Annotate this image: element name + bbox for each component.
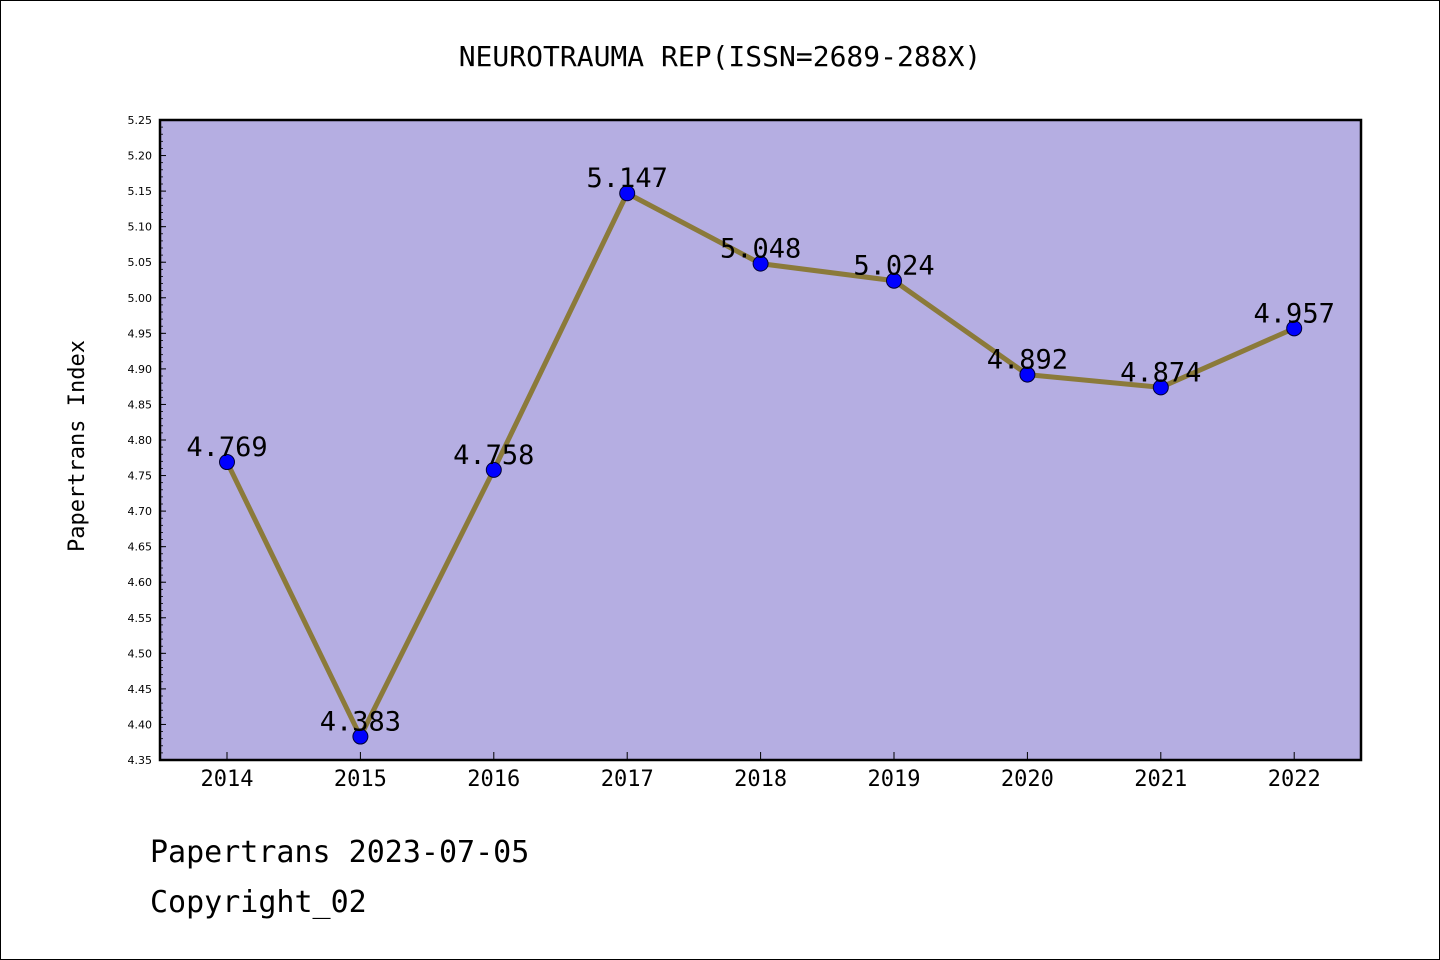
x-tick-label: 2020	[1001, 767, 1054, 792]
y-tick-label: 4.70	[128, 505, 153, 518]
y-tick-label: 4.45	[128, 683, 153, 696]
data-label: 4.874	[1120, 357, 1201, 388]
y-tick-label: 4.85	[128, 398, 153, 411]
y-tick-label: 5.00	[128, 292, 153, 305]
y-tick-label: 4.90	[128, 363, 153, 376]
x-tick-label: 2019	[868, 767, 921, 792]
chart-title: NEUROTRAUMA REP(ISSN=2689-288X)	[459, 40, 982, 73]
x-tick-label: 2018	[734, 767, 787, 792]
y-tick-label: 4.95	[128, 327, 153, 340]
y-tick-label: 4.65	[128, 541, 153, 554]
data-label: 4.892	[987, 345, 1068, 376]
y-tick-label: 5.10	[128, 221, 153, 234]
y-tick-label: 5.05	[128, 256, 153, 269]
x-tick-label: 2014	[201, 767, 254, 792]
footer-date: Papertrans 2023-07-05	[150, 835, 530, 870]
y-tick-label: 4.80	[128, 434, 153, 447]
y-tick-label: 4.60	[128, 576, 153, 589]
data-label: 5.024	[853, 251, 934, 282]
data-point-marker	[752, 255, 769, 272]
data-point-marker	[1152, 379, 1169, 396]
data-point-marker	[352, 728, 369, 745]
data-point-marker	[1019, 366, 1036, 383]
x-tick-label: 2022	[1268, 767, 1321, 792]
x-tick-label: 2017	[601, 767, 654, 792]
y-tick-label: 4.40	[128, 718, 153, 731]
plot-frame	[158, 118, 1363, 762]
footer-copyright: Copyright_02	[150, 885, 367, 920]
data-label: 4.383	[320, 707, 401, 738]
y-tick-label: 4.55	[128, 612, 153, 625]
y-tick-label: 4.35	[128, 754, 153, 767]
data-label: 4.769	[186, 432, 267, 463]
x-tick-label: 2015	[334, 767, 387, 792]
data-point-marker	[1286, 320, 1303, 337]
data-label: 4.957	[1254, 298, 1335, 329]
data-point-marker	[485, 461, 502, 478]
data-label: 5.048	[720, 234, 801, 265]
data-label: 4.758	[453, 440, 534, 471]
y-tick-label: 5.15	[128, 185, 153, 198]
x-tick-label: 2021	[1134, 767, 1187, 792]
data-point-marker	[619, 185, 636, 202]
data-point-marker	[886, 272, 902, 289]
data-point-marker	[219, 454, 235, 471]
y-tick-label: 4.75	[128, 470, 153, 483]
plot-area	[160, 120, 1361, 760]
y-tick-label: 4.50	[128, 647, 153, 660]
x-tick-label: 2016	[467, 767, 520, 792]
y-tick-label: 5.25	[128, 114, 153, 127]
y-axis-label: Papertrans Index	[65, 340, 90, 552]
data-label: 5.147	[587, 163, 668, 194]
y-tick-label: 5.20	[128, 150, 153, 163]
